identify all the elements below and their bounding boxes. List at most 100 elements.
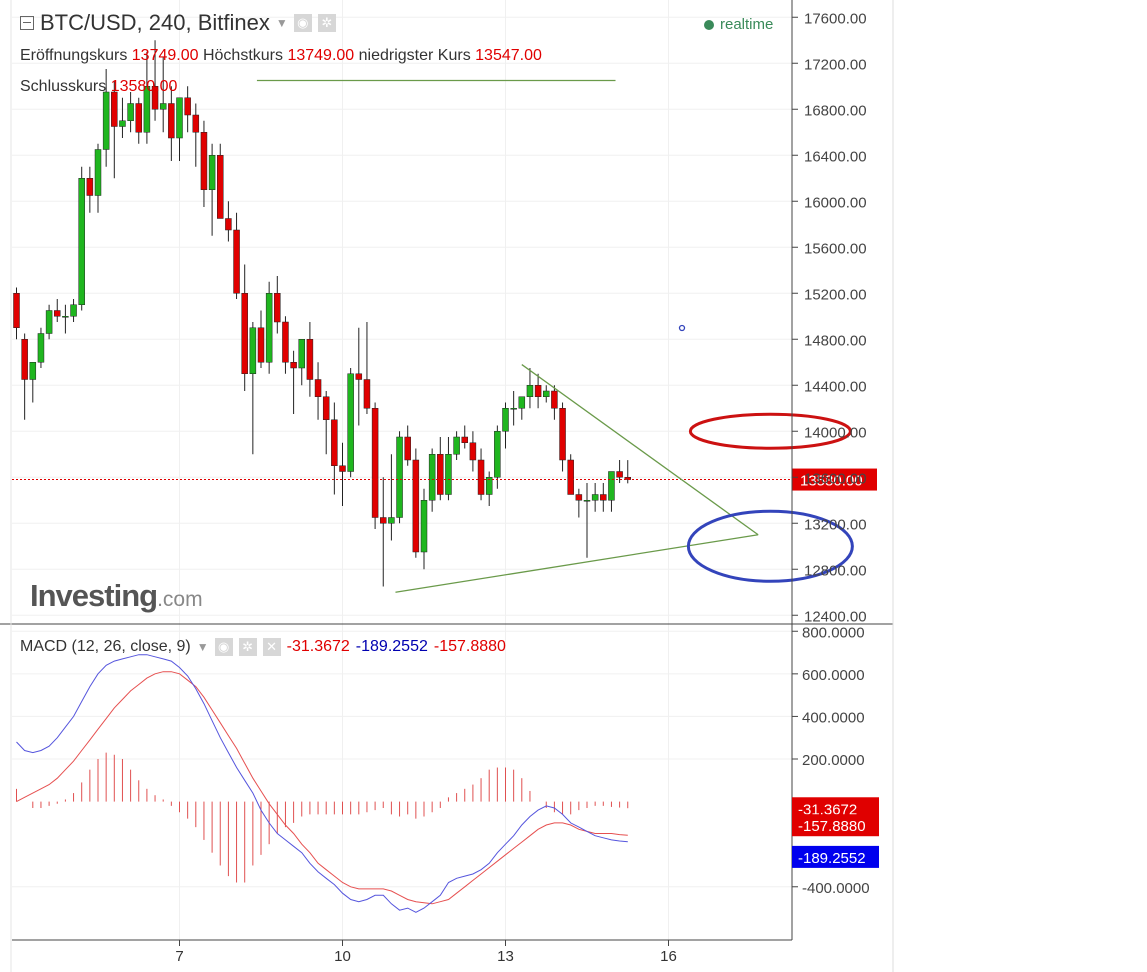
- high-label: Höchstkurs: [202, 47, 283, 64]
- candle-body: [575, 494, 583, 501]
- candle-body: [624, 477, 631, 480]
- candle-body: [371, 408, 379, 518]
- macd-legend: MACD (12, 26, close, 9) ▼ ◉ ✲ ✕ -31.3672…: [20, 638, 506, 656]
- candle-body: [445, 454, 452, 495]
- blue-circle-annotation: [686, 509, 854, 583]
- candle-body: [526, 385, 534, 397]
- current-price-tag-label: 13580.00: [800, 473, 863, 490]
- candle-body: [567, 459, 574, 495]
- time-tick-label: 16: [660, 948, 677, 965]
- candle-body: [176, 97, 183, 139]
- time-tick-label: 13: [497, 948, 514, 965]
- candle-body: [274, 293, 281, 323]
- time-tick-label: 10: [334, 948, 351, 965]
- macd-indicator-name: MACD (12, 26, close, 9): [20, 638, 191, 655]
- candle-body: [314, 379, 322, 397]
- realtime-label: realtime: [720, 16, 774, 33]
- eye-icon[interactable]: ◉: [293, 14, 312, 32]
- candle-body: [94, 149, 102, 196]
- macd-value-tag: [792, 797, 879, 820]
- candle-body: [453, 436, 460, 455]
- candle-body: [420, 500, 428, 553]
- realtime-indicator: realtime: [704, 16, 773, 33]
- red-circle-annotation: [688, 412, 852, 450]
- candle-body: [127, 103, 134, 121]
- logo-suffix: .com: [157, 588, 203, 611]
- low-label: niedrigster Kurs: [358, 47, 471, 64]
- candle-body: [265, 293, 273, 363]
- candle-body: [233, 229, 240, 294]
- current-price-tag: [792, 468, 877, 491]
- macd-value-tag: [792, 845, 879, 868]
- price-tick-label: 14800.00: [804, 332, 867, 349]
- candle-body: [543, 390, 550, 397]
- candle-body: [600, 494, 607, 501]
- candle-body: [404, 436, 411, 461]
- price-tick-label: 16800.00: [804, 102, 867, 119]
- investing-logo: Investing.com: [30, 578, 203, 614]
- candle-body: [331, 419, 338, 466]
- candle-body: [591, 494, 599, 501]
- macd-tick-label: 200.0000: [802, 752, 865, 769]
- candle-body: [111, 91, 118, 127]
- collapse-icon[interactable]: [20, 16, 34, 30]
- close-icon[interactable]: ✕: [262, 638, 281, 656]
- candle-body: [477, 459, 485, 495]
- candle-body: [21, 339, 28, 380]
- macd-tick-label: -400.0000: [802, 880, 870, 897]
- candle-body: [306, 339, 314, 380]
- gear-icon[interactable]: ✲: [317, 14, 336, 32]
- macd-line: [16, 654, 628, 913]
- macd-value-tag-label: -31.3672: [798, 801, 857, 818]
- candle-body: [208, 155, 216, 190]
- candle-body: [45, 310, 53, 334]
- candle-body: [616, 471, 623, 478]
- status-dot-icon: [704, 19, 714, 30]
- price-tick-label: 16000.00: [804, 194, 867, 211]
- open-label: Eröffnungskurs: [20, 47, 128, 64]
- price-tick-label: 17200.00: [804, 56, 867, 73]
- candle-body: [13, 293, 20, 328]
- candle-body: [257, 327, 265, 363]
- candle-body: [184, 97, 191, 116]
- candle-body: [461, 436, 468, 443]
- price-tick-label: 13200.00: [804, 516, 867, 533]
- candle-body: [494, 431, 501, 478]
- candle-body: [355, 373, 363, 380]
- candle-body: [510, 408, 517, 410]
- price-tick-label: 12800.00: [804, 562, 867, 579]
- candle-body: [78, 178, 85, 305]
- price-tick-label: 12400.00: [804, 608, 867, 625]
- candle-body: [437, 454, 444, 495]
- ohlc-row-2: Schlusskurs 13580.00: [20, 78, 177, 96]
- candle-body: [70, 304, 77, 317]
- chevron-down-icon[interactable]: ▼: [275, 16, 288, 30]
- close-label: Schlusskurs: [20, 78, 107, 95]
- macd-signal-value: -157.8880: [433, 638, 506, 655]
- candle-body: [290, 362, 297, 369]
- candle-body: [217, 155, 224, 219]
- candle-body: [559, 408, 566, 461]
- candle-body: [551, 390, 558, 409]
- price-tick-label: 13600.00: [804, 470, 867, 487]
- eye-icon[interactable]: ◉: [214, 638, 233, 656]
- chevron-down-icon[interactable]: ▼: [196, 640, 209, 654]
- candle-body: [412, 459, 420, 553]
- candle-body: [428, 454, 436, 501]
- logo-brand: Investing: [30, 578, 158, 613]
- gear-icon[interactable]: ✲: [238, 638, 257, 656]
- candle-body: [339, 465, 346, 472]
- candle-body: [143, 86, 151, 133]
- candle-body: [396, 436, 403, 518]
- price-tick-label: 17600.00: [804, 10, 867, 27]
- candle-body: [298, 339, 305, 369]
- candle-body: [119, 120, 126, 127]
- candle-body: [363, 379, 371, 409]
- candle-body: [192, 114, 200, 133]
- trendline: [521, 364, 759, 536]
- marker-dot: [678, 324, 686, 332]
- chart-title-bar: BTC/USD, 240, Bitfinex ▼ ◉ ✲: [20, 10, 336, 36]
- candle-body: [135, 103, 142, 133]
- low-value: 13547.00: [475, 47, 542, 64]
